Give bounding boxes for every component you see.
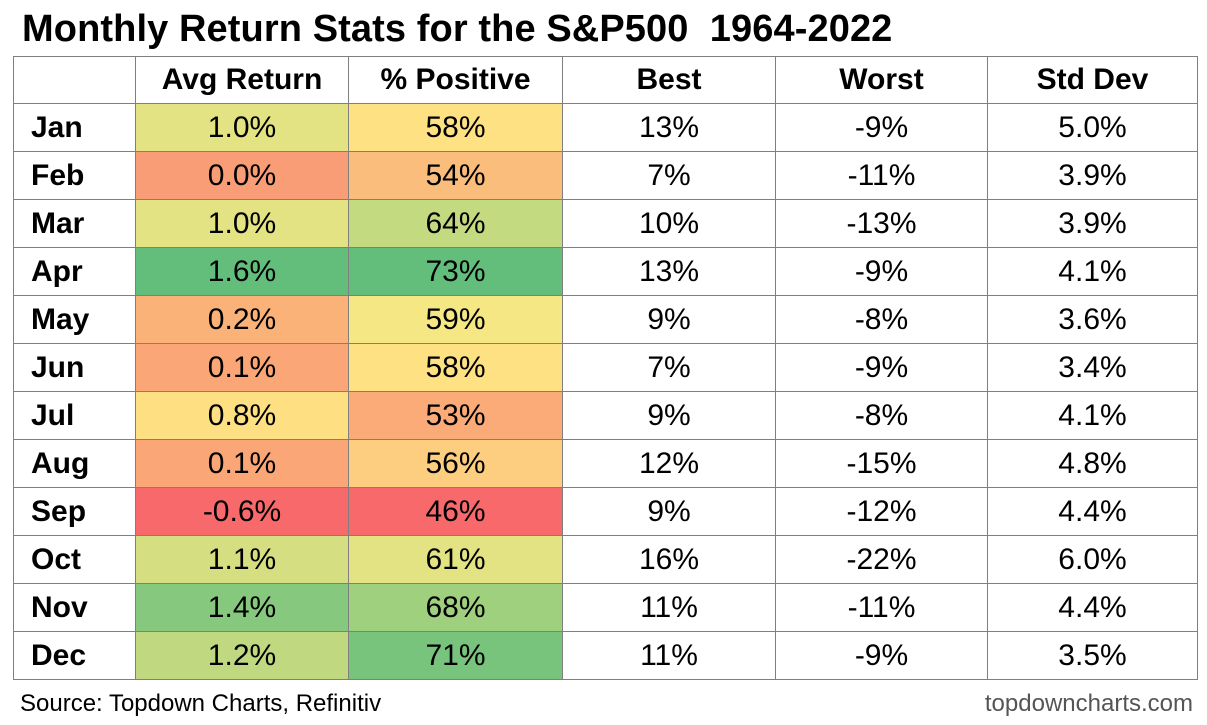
month-cell: Sep xyxy=(13,487,136,536)
month-cell: Mar xyxy=(13,199,136,248)
month-cell: Oct xyxy=(13,535,136,584)
table-row: Jan 1.0% 58% 13% -9% 5.0% xyxy=(13,103,1198,152)
std-dev-cell: 4.8% xyxy=(987,439,1198,488)
pct-positive-cell: 61% xyxy=(348,535,563,584)
best-cell: 11% xyxy=(562,631,776,680)
pct-positive-cell: 56% xyxy=(348,439,563,488)
best-cell: 7% xyxy=(562,151,776,200)
avg-return-cell: 0.0% xyxy=(135,151,349,200)
worst-cell: -9% xyxy=(775,247,988,296)
std-dev-cell: 4.4% xyxy=(987,487,1198,536)
std-dev-cell: 4.1% xyxy=(987,247,1198,296)
month-cell: Jul xyxy=(13,391,136,440)
std-dev-cell: 4.4% xyxy=(987,583,1198,632)
worst-cell: -11% xyxy=(775,583,988,632)
avg-return-cell: 1.6% xyxy=(135,247,349,296)
std-dev-cell: 3.9% xyxy=(987,199,1198,248)
worst-cell: -9% xyxy=(775,631,988,680)
worst-cell: -22% xyxy=(775,535,988,584)
pct-positive-cell: 73% xyxy=(348,247,563,296)
month-cell: Nov xyxy=(13,583,136,632)
header-row: Avg Return % Positive Best Worst Std Dev xyxy=(13,56,1198,104)
pct-positive-cell: 64% xyxy=(348,199,563,248)
table-row: Jul 0.8% 53% 9% -8% 4.1% xyxy=(13,391,1198,440)
avg-return-cell: 0.8% xyxy=(135,391,349,440)
pct-positive-cell: 53% xyxy=(348,391,563,440)
worst-cell: -8% xyxy=(775,295,988,344)
header-avg-return: Avg Return xyxy=(135,56,349,104)
site-watermark: topdowncharts.com xyxy=(984,690,1193,717)
table-row: Dec 1.2% 71% 11% -9% 3.5% xyxy=(13,631,1198,680)
pct-positive-cell: 46% xyxy=(348,487,563,536)
month-cell: Jan xyxy=(13,103,136,152)
best-cell: 13% xyxy=(562,103,776,152)
header-pct-positive: % Positive xyxy=(348,56,563,104)
pct-positive-cell: 68% xyxy=(348,583,563,632)
header-worst: Worst xyxy=(775,56,988,104)
worst-cell: -11% xyxy=(775,151,988,200)
best-cell: 13% xyxy=(562,247,776,296)
table-row: Nov 1.4% 68% 11% -11% 4.4% xyxy=(13,583,1198,632)
worst-cell: -13% xyxy=(775,199,988,248)
best-cell: 11% xyxy=(562,583,776,632)
table-row: May 0.2% 59% 9% -8% 3.6% xyxy=(13,295,1198,344)
best-cell: 9% xyxy=(562,487,776,536)
worst-cell: -8% xyxy=(775,391,988,440)
worst-cell: -9% xyxy=(775,343,988,392)
best-cell: 9% xyxy=(562,295,776,344)
pct-positive-cell: 71% xyxy=(348,631,563,680)
table-row: Aug 0.1% 56% 12% -15% 4.8% xyxy=(13,439,1198,488)
month-cell: May xyxy=(13,295,136,344)
avg-return-cell: 0.1% xyxy=(135,439,349,488)
header-best: Best xyxy=(562,56,776,104)
pct-positive-cell: 54% xyxy=(348,151,563,200)
pct-positive-cell: 59% xyxy=(348,295,563,344)
avg-return-cell: 0.1% xyxy=(135,343,349,392)
source-note: Source: Topdown Charts, Refinitiv xyxy=(20,690,382,717)
std-dev-cell: 5.0% xyxy=(987,103,1198,152)
pct-positive-cell: 58% xyxy=(348,103,563,152)
header-std-dev: Std Dev xyxy=(987,56,1198,104)
best-cell: 12% xyxy=(562,439,776,488)
std-dev-cell: 3.6% xyxy=(987,295,1198,344)
month-cell: Dec xyxy=(13,631,136,680)
std-dev-cell: 3.9% xyxy=(987,151,1198,200)
worst-cell: -15% xyxy=(775,439,988,488)
header-month xyxy=(13,56,136,104)
best-cell: 7% xyxy=(562,343,776,392)
avg-return-cell: 1.0% xyxy=(135,199,349,248)
best-cell: 10% xyxy=(562,199,776,248)
avg-return-cell: 1.2% xyxy=(135,631,349,680)
avg-return-cell: 1.0% xyxy=(135,103,349,152)
table-row: Mar 1.0% 64% 10% -13% 3.9% xyxy=(13,199,1198,248)
std-dev-cell: 6.0% xyxy=(987,535,1198,584)
avg-return-cell: 1.4% xyxy=(135,583,349,632)
monthly-stats-table: Avg Return % Positive Best Worst Std Dev… xyxy=(13,56,1198,680)
pct-positive-cell: 58% xyxy=(348,343,563,392)
worst-cell: -9% xyxy=(775,103,988,152)
best-cell: 16% xyxy=(562,535,776,584)
avg-return-cell: 0.2% xyxy=(135,295,349,344)
month-cell: Aug xyxy=(13,439,136,488)
table-row: Jun 0.1% 58% 7% -9% 3.4% xyxy=(13,343,1198,392)
avg-return-cell: 1.1% xyxy=(135,535,349,584)
month-cell: Feb xyxy=(13,151,136,200)
worst-cell: -12% xyxy=(775,487,988,536)
table-row: Apr 1.6% 73% 13% -9% 4.1% xyxy=(13,247,1198,296)
avg-return-cell: -0.6% xyxy=(135,487,349,536)
month-cell: Jun xyxy=(13,343,136,392)
table-row: Oct 1.1% 61% 16% -22% 6.0% xyxy=(13,535,1198,584)
chart-title: Monthly Return Stats for the S&P500 1964… xyxy=(22,8,893,50)
month-cell: Apr xyxy=(13,247,136,296)
table-row: Feb 0.0% 54% 7% -11% 3.9% xyxy=(13,151,1198,200)
std-dev-cell: 3.4% xyxy=(987,343,1198,392)
table-row: Sep -0.6% 46% 9% -12% 4.4% xyxy=(13,487,1198,536)
best-cell: 9% xyxy=(562,391,776,440)
std-dev-cell: 3.5% xyxy=(987,631,1198,680)
std-dev-cell: 4.1% xyxy=(987,391,1198,440)
table-body: Jan 1.0% 58% 13% -9% 5.0% Feb 0.0% 54% 7% -11% 3.9%… xyxy=(13,103,1198,680)
